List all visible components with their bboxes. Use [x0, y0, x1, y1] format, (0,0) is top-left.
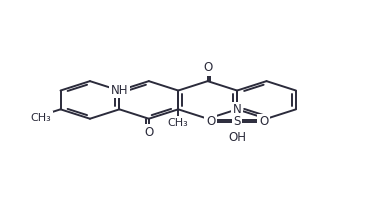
Text: CH₃: CH₃ — [168, 118, 189, 128]
Text: S: S — [234, 115, 241, 128]
Text: NH: NH — [111, 84, 128, 97]
Text: O: O — [206, 115, 215, 128]
Text: O: O — [259, 115, 268, 128]
Text: CH₃: CH₃ — [31, 113, 52, 123]
Text: O: O — [144, 126, 153, 139]
Text: O: O — [203, 61, 212, 74]
Text: OH: OH — [228, 131, 246, 144]
Text: N: N — [233, 103, 241, 116]
